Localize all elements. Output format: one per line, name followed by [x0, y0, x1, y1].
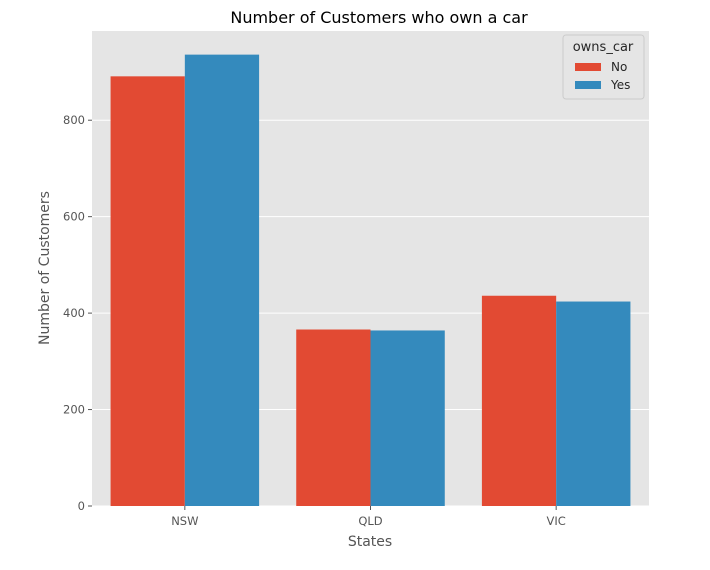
y-tick-label: 600	[63, 210, 85, 224]
bar-vic-no	[481, 295, 557, 506]
x-tick-label: NSW	[171, 514, 198, 528]
y-tick-label: 400	[63, 306, 85, 320]
y-tick-label: 800	[63, 113, 85, 127]
x-tick-label: VIC	[547, 514, 566, 528]
y-axis-ticks: 0 200 400 600 800	[63, 113, 92, 513]
legend-title: owns_car	[573, 40, 634, 55]
bar-qld-no	[296, 329, 371, 506]
y-tick-label: 0	[78, 499, 85, 513]
x-axis-ticks: NSW QLD VIC	[171, 506, 566, 528]
legend-swatch-no	[575, 63, 601, 71]
y-axis-label: Number of Customers	[37, 191, 53, 345]
bar-vic-yes	[556, 301, 631, 506]
x-tick-label: QLD	[358, 514, 382, 528]
legend-items: No Yes	[575, 60, 630, 92]
legend-swatch-yes	[575, 81, 601, 89]
legend-label-no: No	[611, 60, 627, 74]
bars	[110, 54, 631, 506]
x-axis-label: States	[348, 534, 392, 550]
y-tick-label: 200	[63, 403, 85, 417]
legend-label-yes: Yes	[610, 78, 630, 92]
chart-title: Number of Customers who own a car	[230, 8, 528, 27]
bar-nsw-yes	[184, 54, 260, 506]
bar-qld-yes	[370, 330, 445, 506]
bar-nsw-no	[110, 76, 185, 506]
legend: owns_car No Yes	[562, 34, 645, 100]
